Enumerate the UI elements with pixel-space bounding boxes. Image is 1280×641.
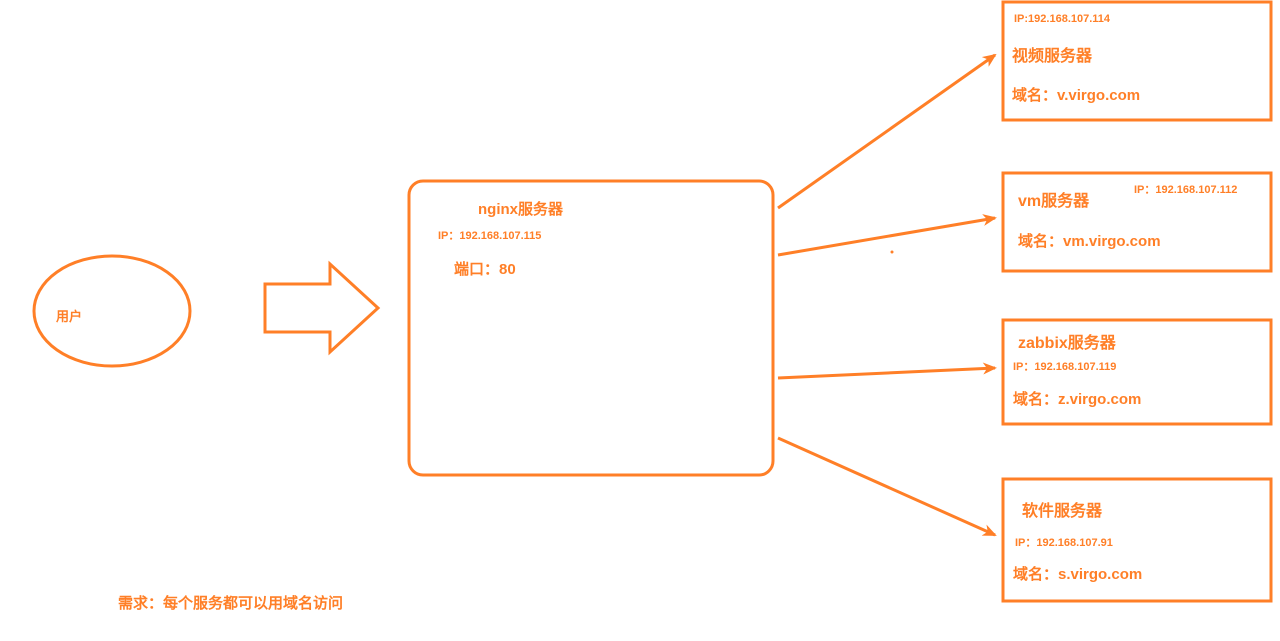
server-title-2: zabbix服务器 xyxy=(1018,329,1116,353)
server-title-3: 软件服务器 xyxy=(1022,497,1102,521)
requirements-note: 需求：每个服务都可以用域名访问 xyxy=(118,592,343,613)
user-label: 用户 xyxy=(56,306,82,325)
nginx-title: nginx服务器 xyxy=(478,198,563,219)
server-title-0: 视频服务器 xyxy=(1012,42,1092,66)
arrow-line-2 xyxy=(778,368,995,378)
stray-dot xyxy=(891,251,894,254)
block-arrow xyxy=(265,264,378,352)
server-domain-3: 域名：s.virgo.com xyxy=(1013,563,1142,584)
nginx-port: 端口：80 xyxy=(454,258,516,279)
nginx-ip: IP：192.168.107.115 xyxy=(438,227,541,243)
nginx-box xyxy=(409,181,773,475)
server-ip-0: IP:192.168.107.114 xyxy=(1014,13,1110,25)
server-domain-0: 域名：v.virgo.com xyxy=(1012,84,1140,105)
server-ip-1: IP：192.168.107.112 xyxy=(1134,181,1237,197)
server-domain-2: 域名：z.virgo.com xyxy=(1013,388,1141,409)
server-ip-2: IP：192.168.107.119 xyxy=(1013,358,1116,374)
server-ip-3: IP：192.168.107.91 xyxy=(1015,534,1113,550)
arrow-line-0 xyxy=(778,55,995,208)
server-title-1: vm服务器 xyxy=(1018,187,1089,211)
arrow-line-3 xyxy=(778,438,995,535)
server-domain-1: 域名：vm.virgo.com xyxy=(1018,230,1161,251)
arrow-line-1 xyxy=(778,218,995,255)
